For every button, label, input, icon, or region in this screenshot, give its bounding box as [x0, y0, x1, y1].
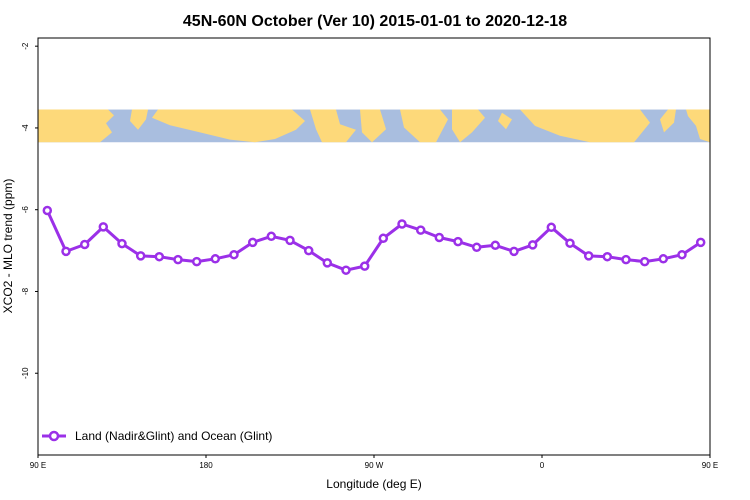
- data-point: [453, 236, 463, 247]
- x-axis: 90 E 180 90 W 0 90 E: [30, 455, 718, 470]
- y-tick-label-1: -4: [21, 124, 30, 132]
- data-point: [434, 232, 445, 243]
- data-point: [42, 205, 53, 216]
- data-point: [695, 237, 706, 248]
- data-point: [191, 256, 202, 267]
- world-map-strip: [38, 109, 710, 143]
- data-point: [79, 239, 90, 250]
- map-land-10: [660, 109, 676, 133]
- map-land-3: [152, 109, 305, 143]
- data-point: [490, 240, 501, 251]
- data-point: [602, 251, 613, 262]
- y-tick-label-0: -2: [21, 42, 30, 50]
- data-point: [546, 222, 557, 233]
- x-tick-label-4: 90 E: [702, 461, 718, 470]
- map-land-8: [498, 112, 512, 130]
- data-point: [509, 246, 519, 257]
- data-point: [266, 231, 277, 242]
- data-point: [61, 246, 71, 257]
- legend-label: Land (Nadir&Glint) and Ocean (Glint): [75, 429, 272, 443]
- map-land-4: [310, 109, 356, 143]
- series-layer: [42, 205, 706, 275]
- y-tick-label-2: -6: [21, 206, 30, 214]
- x-tick-label-3: 0: [540, 461, 545, 470]
- x-tick-label-1: 180: [199, 461, 213, 470]
- data-point: [341, 265, 351, 275]
- y-tick-label-3: -8: [21, 287, 30, 295]
- x-tick-label-0: 90 E: [30, 461, 46, 470]
- chart-title: 45N-60N October (Ver 10) 2015-01-01 to 2…: [183, 13, 567, 30]
- legend: Land (Nadir&Glint) and Ocean (Glint): [42, 429, 272, 443]
- y-axis-label: XCO2 - MLO trend (ppm): [1, 179, 15, 314]
- data-point: [98, 222, 109, 232]
- data-point: [359, 261, 370, 271]
- data-point: [527, 240, 538, 250]
- series-line-0: [45, 209, 702, 272]
- map-land-1: [38, 109, 114, 143]
- data-point: [471, 242, 482, 253]
- map-land-6: [400, 109, 448, 143]
- y-axis: -2 -4 -6 -8 -10: [21, 42, 38, 379]
- y-tick-label-4: -10: [21, 367, 30, 379]
- x-tick-label-2: 90 W: [365, 461, 384, 470]
- data-point: [621, 254, 631, 265]
- data-point: [210, 254, 221, 264]
- data-point: [415, 225, 426, 235]
- data-point: [247, 237, 258, 248]
- map-land-11: [686, 109, 710, 143]
- data-point: [322, 258, 333, 268]
- data-point: [397, 219, 407, 229]
- x-axis-label: Longitude (deg E): [326, 477, 421, 491]
- data-point: [583, 251, 594, 261]
- legend-marker-swatch: [48, 430, 60, 442]
- data-point: [639, 256, 650, 267]
- data-point: [135, 251, 146, 261]
- plot-frame: [37, 37, 711, 456]
- map-land-5: [360, 109, 386, 143]
- data-point: [565, 238, 575, 248]
- map-land-2: [130, 109, 148, 130]
- data-point: [285, 235, 295, 246]
- data-point: [154, 251, 165, 262]
- data-point: [303, 245, 314, 256]
- data-point: [378, 233, 389, 244]
- data-point: [229, 249, 239, 260]
- data-point: [173, 254, 183, 265]
- map-land-9: [520, 109, 650, 143]
- data-point: [658, 254, 669, 264]
- data-point: [677, 249, 687, 260]
- map-land-7: [452, 109, 485, 143]
- data-point: [117, 238, 127, 249]
